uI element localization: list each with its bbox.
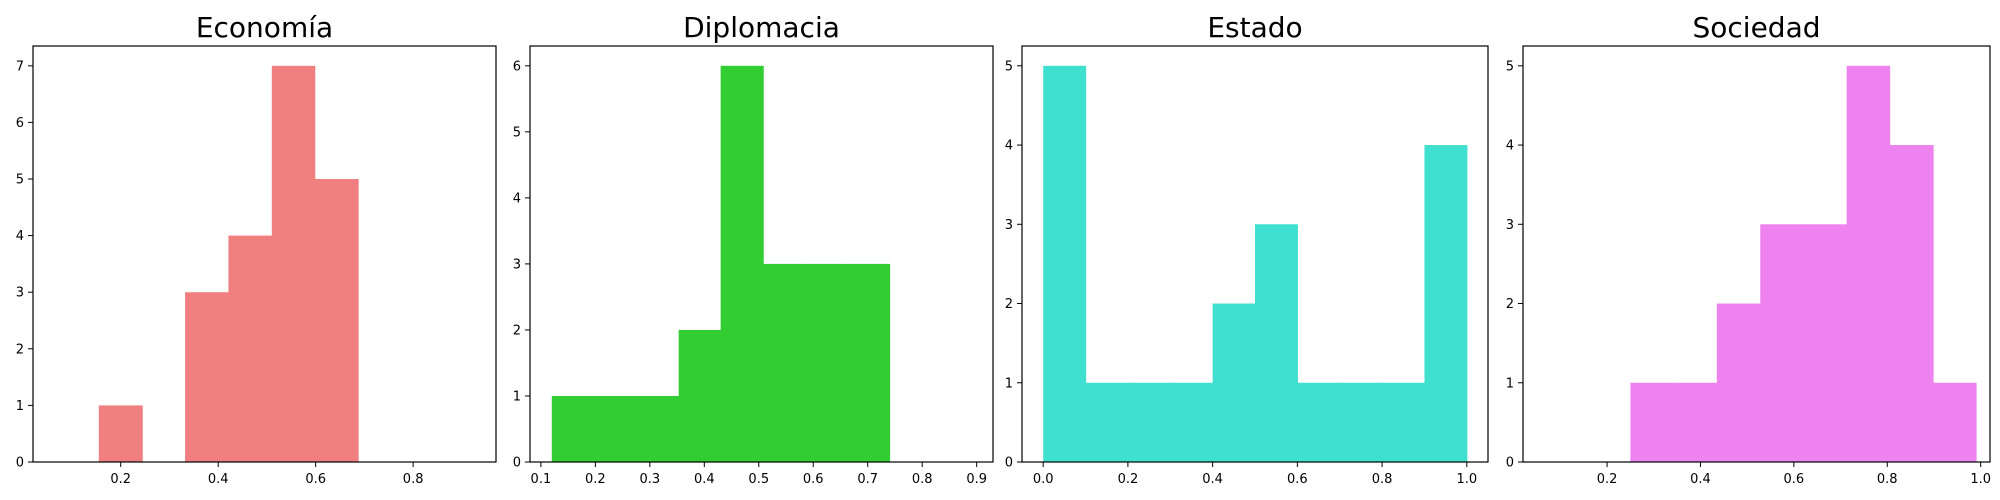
axes-frame	[1522, 45, 1991, 463]
x-tick-label: 0.2	[110, 472, 131, 487]
x-tick-label: 0.4	[1690, 472, 1711, 487]
histogram-bar	[1170, 382, 1214, 462]
histogram-bar	[1673, 382, 1718, 462]
y-tick-label: 1	[16, 399, 24, 414]
histogram-bar	[271, 65, 316, 463]
axes-frame	[32, 45, 497, 463]
histogram-bar	[636, 395, 680, 462]
histogram-bar	[1127, 382, 1171, 462]
chart-title: Economía	[196, 11, 333, 44]
x-tick-label: 0.1	[531, 472, 552, 487]
histogram-bar	[1630, 382, 1675, 462]
y-tick-label: 7	[16, 59, 24, 74]
histogram-panel: 0.2 0.4 0.6 0.8 0 1 2 3 4 5 6 7 Economía	[16, 11, 497, 487]
axes-frame	[529, 45, 994, 463]
histogram-bar	[551, 395, 595, 462]
x-tick-label: 0.4	[1202, 472, 1223, 487]
y-tick-label: 5	[513, 125, 521, 140]
histogram-panel: 0.2 0.4 0.6 0.8 1.0 0 1 2 3 4 5 Sociedad	[1506, 11, 1991, 487]
chart-title: Sociedad	[1692, 11, 1820, 44]
y-tick-label: 1	[1005, 376, 1013, 391]
axes-frame	[1021, 45, 1489, 463]
chart-title: Estado	[1207, 11, 1302, 44]
histogram-bar	[98, 405, 143, 462]
y-tick-label: 5	[1506, 59, 1514, 74]
x-tick-label: 0.6	[803, 472, 824, 487]
histogram-bar	[1424, 145, 1468, 463]
histogram-bar	[1889, 145, 1934, 463]
histogram-bar	[1085, 382, 1129, 462]
histogram-bar	[228, 235, 273, 462]
y-tick-label: 0	[16, 456, 24, 471]
x-tick-label: 0.6	[305, 472, 326, 487]
y-tick-label: 2	[16, 342, 24, 357]
histogram-bar	[1255, 224, 1298, 462]
histogram-bar	[1043, 65, 1087, 463]
x-tick-label: 0.4	[208, 472, 229, 487]
histogram-bar	[678, 329, 722, 462]
y-tick-label: 3	[1005, 218, 1013, 233]
y-tick-label: 6	[513, 59, 521, 74]
histogram-bar	[594, 395, 637, 462]
histogram-bar	[1212, 303, 1256, 462]
chart-title: Diplomacia	[683, 11, 840, 44]
histogram-bar	[763, 263, 806, 462]
histogram-bar	[1716, 303, 1761, 462]
y-tick-label: 4	[1506, 139, 1514, 154]
x-tick-label: 0.7	[857, 472, 878, 487]
x-tick-label: 0.2	[585, 472, 606, 487]
y-tick-label: 0	[513, 456, 521, 471]
y-tick-label: 3	[1506, 218, 1514, 233]
y-tick-label: 3	[16, 286, 24, 301]
x-tick-label: 0.6	[1287, 472, 1308, 487]
histogram-bar	[805, 263, 849, 462]
histogram-bar	[1933, 382, 1977, 462]
x-tick-label: 1.0	[1456, 472, 1477, 487]
y-tick-label: 0	[1005, 456, 1013, 471]
x-tick-label: 0.4	[694, 472, 715, 487]
x-tick-label: 0.5	[748, 472, 769, 487]
histogram-bar	[314, 179, 359, 462]
x-tick-label: 0.2	[1597, 472, 1618, 487]
y-tick-label: 4	[513, 191, 521, 206]
histogram-bar	[1760, 224, 1804, 462]
histogram-bar	[185, 292, 230, 462]
x-tick-label: 0.6	[1784, 472, 1805, 487]
y-tick-label: 6	[16, 116, 24, 131]
histogram-bar	[1846, 65, 1891, 463]
histogram-panel: 0.0 0.2 0.4 0.6 0.8 1.0 0 1 2 3 4 5 Estado	[1005, 11, 1489, 487]
x-tick-label: 0.8	[1372, 472, 1393, 487]
histogram-bar	[1339, 382, 1383, 462]
y-tick-label: 5	[16, 173, 24, 188]
x-tick-label: 0.9	[966, 472, 987, 487]
x-tick-label: 1.0	[1970, 472, 1991, 487]
x-tick-label: 0.3	[639, 472, 660, 487]
y-tick-label: 4	[1005, 139, 1013, 154]
y-tick-label: 3	[513, 257, 521, 272]
histogram-bar	[847, 263, 891, 462]
x-tick-label: 0.2	[1118, 472, 1139, 487]
histogram-bar	[1382, 382, 1426, 462]
histogram-panel: 0.1 0.2 0.3 0.4 0.5 0.6 0.7 0.8 0.9 0 1 2 3 4 5 6 Diplom…	[513, 11, 994, 487]
y-tick-label: 5	[1005, 59, 1013, 74]
histogram-bar	[1803, 224, 1848, 462]
x-tick-label: 0.8	[912, 472, 933, 487]
x-tick-label: 0.0	[1033, 472, 1054, 487]
x-tick-label: 0.8	[1877, 472, 1898, 487]
y-tick-label: 2	[513, 323, 521, 338]
x-tick-label: 0.8	[403, 472, 424, 487]
y-tick-label: 4	[16, 229, 24, 244]
histogram-bar	[720, 65, 764, 463]
y-tick-label: 1	[1506, 376, 1514, 391]
y-tick-label: 2	[1506, 297, 1514, 312]
y-tick-label: 2	[1005, 297, 1013, 312]
histogram-bar	[1297, 382, 1341, 462]
y-tick-label: 0	[1506, 456, 1514, 471]
y-tick-label: 1	[513, 389, 521, 404]
